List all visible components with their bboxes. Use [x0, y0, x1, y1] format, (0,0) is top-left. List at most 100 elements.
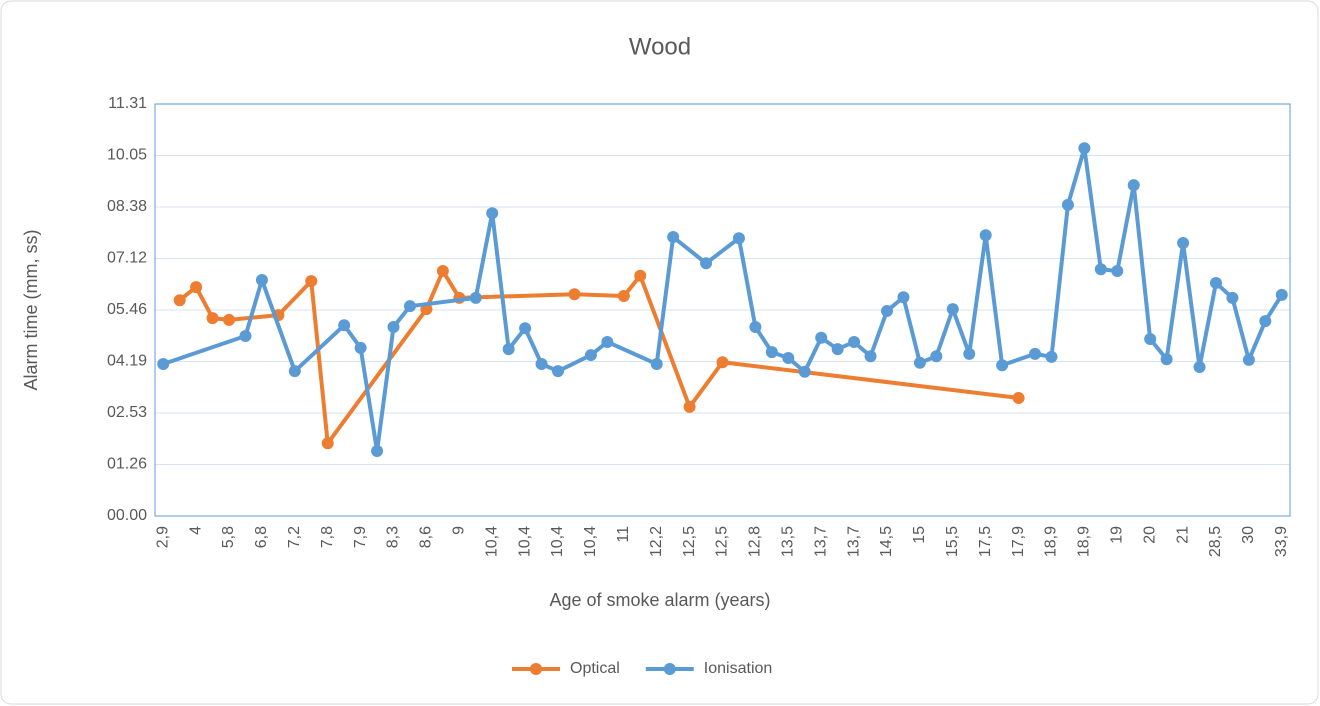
point [930, 350, 943, 363]
x-tick-label: 17,5 [977, 526, 994, 557]
point [173, 294, 186, 307]
y-tick-label: 10.05 [107, 147, 147, 164]
y-tick-label: 01.26 [107, 456, 147, 473]
x-tick-label: 8,3 [385, 526, 402, 548]
x-tick-label: 9 [451, 526, 468, 535]
point [535, 358, 548, 371]
point [387, 321, 400, 334]
x-tick-label: 7,9 [352, 526, 369, 548]
x-tick-label: 11 [615, 526, 632, 543]
point [1226, 291, 1239, 304]
point [683, 400, 696, 413]
point [617, 290, 630, 303]
x-axis-title: Age of smoke alarm (years) [549, 590, 770, 610]
point [552, 365, 565, 378]
point [1160, 353, 1173, 366]
x-tick-label: 13,5 [780, 526, 797, 557]
legend-marker [663, 663, 676, 675]
point [519, 322, 532, 335]
point [1045, 350, 1058, 363]
point [765, 346, 778, 359]
x-tick-label: 8,6 [418, 526, 435, 548]
point [1193, 360, 1206, 373]
x-tick-label: 10,4 [516, 526, 533, 557]
point [815, 331, 828, 344]
y-axis-title: Alarm time (mm, ss) [21, 230, 41, 391]
point [1029, 347, 1042, 360]
point [1061, 198, 1074, 211]
x-tick-label: 14,5 [878, 526, 895, 557]
chart-title: Wood [629, 33, 691, 60]
point [1242, 353, 1255, 366]
point [634, 269, 647, 282]
point [354, 341, 367, 354]
legend-label: Optical [570, 660, 620, 677]
x-tick-label: 10,4 [549, 526, 566, 557]
legend-marker [530, 663, 542, 675]
point [1094, 263, 1107, 276]
point [996, 359, 1009, 372]
y-tick-label: 05.46 [107, 301, 147, 318]
x-tick-label: 19 [1109, 526, 1126, 544]
point [601, 335, 614, 348]
x-tick-label: 13,7 [812, 526, 829, 557]
point [338, 319, 351, 332]
point [1259, 315, 1272, 328]
x-tick-label: 5,8 [220, 526, 237, 548]
point [848, 335, 861, 348]
point [157, 358, 170, 371]
point [782, 352, 795, 365]
point [239, 329, 252, 342]
point [469, 291, 482, 304]
point [1111, 265, 1124, 278]
point [255, 273, 268, 286]
point [667, 231, 680, 244]
x-tick-label: 17,9 [1010, 526, 1027, 557]
x-tick-label: 6,8 [253, 526, 270, 548]
x-tick-label: 12,2 [648, 526, 665, 557]
legend-label: Ionisation [704, 660, 773, 677]
point [321, 437, 334, 450]
point [749, 321, 762, 334]
y-tick-label: 08.38 [107, 198, 147, 215]
point [1127, 179, 1140, 192]
y-tick-label: 07.12 [107, 250, 147, 267]
point [864, 350, 877, 363]
x-tick-label: 15,5 [944, 526, 961, 557]
x-tick-label: 30 [1240, 526, 1257, 544]
x-tick-label: 18,9 [1076, 526, 1093, 557]
point [897, 291, 910, 304]
plot-border [154, 103, 1291, 517]
point [584, 349, 597, 362]
point [732, 232, 745, 245]
point [979, 229, 992, 242]
x-tick-label: 2,9 [154, 526, 171, 548]
y-tick-label: 11.31 [108, 95, 147, 112]
point [403, 300, 416, 313]
x-tick-label: 10,4 [582, 526, 599, 557]
point [963, 347, 976, 360]
x-tick-label: 33,9 [1273, 526, 1290, 557]
x-tick-label: 10,4 [483, 526, 500, 557]
point [305, 275, 318, 288]
point [223, 313, 236, 326]
x-tick-label: 28,5 [1207, 526, 1224, 557]
x-tick-label: 18,9 [1043, 526, 1060, 557]
point [798, 365, 811, 378]
point [880, 304, 893, 317]
point [831, 343, 844, 356]
point [716, 356, 729, 369]
point [206, 312, 219, 325]
x-tick-label: 15 [911, 526, 928, 544]
point [1177, 237, 1190, 250]
point [288, 365, 301, 378]
point [1144, 332, 1157, 345]
point [371, 445, 384, 458]
x-tick-label: 12,5 [714, 526, 731, 557]
x-tick-label: 12,5 [681, 526, 698, 557]
y-tick-label: 02.53 [107, 404, 147, 421]
point [502, 343, 515, 356]
point [1078, 142, 1091, 155]
point [1275, 288, 1288, 301]
